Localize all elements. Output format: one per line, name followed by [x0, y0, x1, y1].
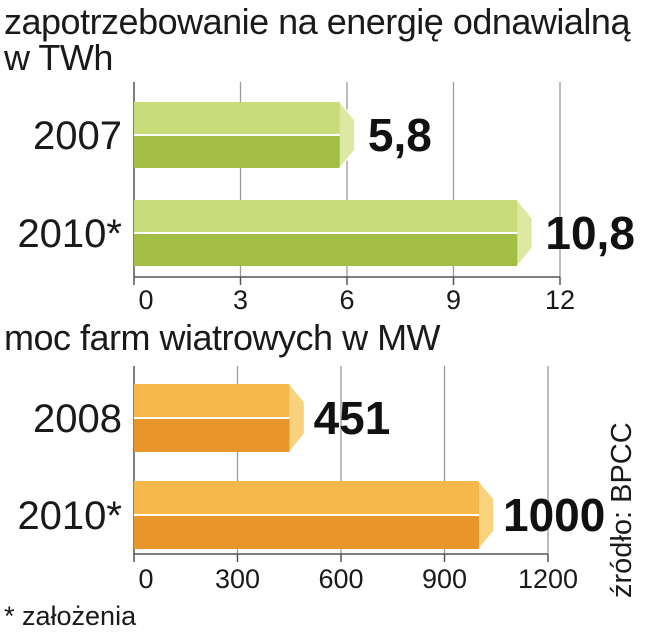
- bar-tip-edge: [339, 101, 356, 169]
- bar-top-face: [134, 200, 518, 233]
- category-label: 2007: [33, 114, 122, 158]
- bar-bottom-face: [134, 233, 518, 266]
- bar-tip-edge: [478, 480, 495, 550]
- chart1-title: zapotrzebowanie na energię odnawialną: [4, 1, 630, 42]
- bar-top-face: [134, 102, 340, 135]
- footnote: * założenia: [4, 601, 137, 631]
- tick-label: 12: [545, 285, 575, 315]
- bar: [134, 199, 534, 267]
- tick-label: 0: [138, 564, 153, 594]
- bar-bottom-face: [134, 515, 479, 549]
- bar: [134, 480, 495, 550]
- tick-label: 600: [318, 564, 363, 594]
- category-label: 2010*: [17, 212, 122, 256]
- bar-tip-edge: [516, 199, 534, 267]
- source-label: źródło: BPCC: [606, 422, 638, 598]
- value-label: 10,8: [545, 207, 635, 259]
- bar-bottom-face: [134, 135, 340, 168]
- bar-bottom-face: [134, 418, 290, 452]
- value-label: 1000: [503, 489, 605, 541]
- tick-label: 1200: [518, 564, 578, 594]
- chart-2: 0 300 600 900 1200 2008 451 2010* 1000: [17, 366, 605, 594]
- category-label: 2010*: [17, 494, 122, 538]
- bar: [134, 101, 356, 169]
- chart-1: 0 3 6 9 12 2007 5,8 2010* 10,8: [17, 82, 635, 315]
- value-label: 5,8: [368, 109, 432, 161]
- bar-tip-edge: [289, 383, 306, 453]
- tick-label: 9: [446, 285, 461, 315]
- tick-label: 900: [422, 564, 467, 594]
- chart2-title: moc farm wiatrowych w MW: [4, 317, 441, 358]
- bar-top-face: [134, 481, 479, 515]
- value-label: 451: [314, 392, 391, 444]
- bar-tip: [339, 102, 355, 168]
- bar-tip: [517, 200, 533, 266]
- bar-tip: [289, 384, 305, 452]
- tick-label: 0: [138, 285, 153, 315]
- tick-label: 3: [233, 285, 248, 315]
- tick-label: 6: [339, 285, 354, 315]
- bar-top-face: [134, 384, 290, 418]
- tick-label: 300: [215, 564, 260, 594]
- bar-tip: [479, 481, 494, 549]
- bar: [134, 383, 306, 453]
- category-label: 2008: [33, 397, 122, 441]
- chart1-subtitle: w TWh: [4, 37, 113, 78]
